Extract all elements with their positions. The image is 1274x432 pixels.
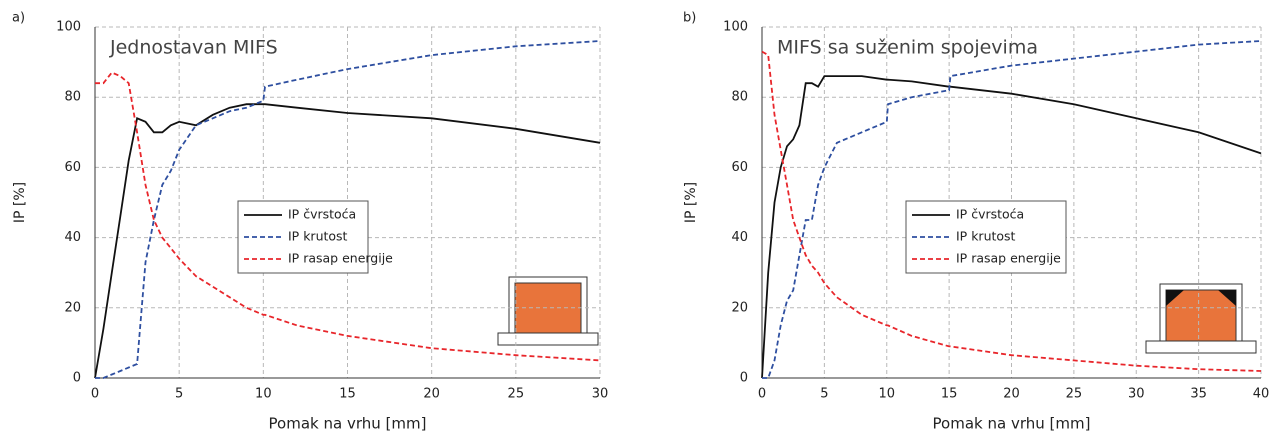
x-tick-label: 15 <box>339 387 356 402</box>
legend-label: IP rasap energije <box>956 251 1061 266</box>
legend-box <box>237 200 369 274</box>
chart-title: MIFS sa suženim spojevima <box>777 37 1038 59</box>
wall-icon <box>1145 283 1257 354</box>
y-axis-label: IP [%] <box>12 182 28 223</box>
series-line <box>761 75 1262 379</box>
y-tick-label: 40 <box>64 230 81 245</box>
y-tick-label: 0 <box>73 371 81 386</box>
x-tick-label: 0 <box>758 387 766 402</box>
series-line <box>95 40 601 379</box>
y-tick-label: 100 <box>56 20 81 35</box>
chart-title: Jednostavan MIFS <box>109 37 278 59</box>
x-axis-label: Pomak na vrhu [mm] <box>269 415 427 432</box>
y-axis-label: IP [%] <box>683 182 699 223</box>
series-line <box>95 71 601 362</box>
x-tick-label: 25 <box>1066 387 1083 402</box>
x-tick-label: 15 <box>941 387 958 402</box>
y-tick-label: 60 <box>64 160 81 175</box>
y-tick-label: 60 <box>731 160 748 175</box>
legend-label: IP čvrstoća <box>288 207 356 222</box>
x-tick-label: 30 <box>592 387 609 402</box>
y-tick-label: 80 <box>731 90 748 105</box>
x-tick-label: 20 <box>1003 387 1020 402</box>
x-tick-label: 10 <box>255 387 272 402</box>
legend-label: IP čvrstoća <box>956 207 1024 222</box>
series-line <box>762 40 1262 379</box>
legend-label: IP rasap energije <box>288 251 393 266</box>
y-tick-label: 20 <box>731 300 748 315</box>
wall-icon <box>497 276 599 346</box>
panel-label: a) <box>12 11 25 26</box>
panel-label: b) <box>683 11 696 26</box>
x-tick-label: 20 <box>423 387 440 402</box>
series-line <box>94 103 601 379</box>
x-tick-label: 5 <box>175 387 183 402</box>
x-tick-label: 30 <box>1128 387 1145 402</box>
x-axis-label: Pomak na vrhu [mm] <box>933 415 1091 432</box>
x-tick-label: 5 <box>820 387 828 402</box>
y-tick-label: 40 <box>731 230 748 245</box>
y-tick-label: 0 <box>740 371 748 386</box>
legend-label: IP krutost <box>288 229 348 244</box>
x-tick-label: 35 <box>1190 387 1207 402</box>
x-tick-label: 0 <box>91 387 99 402</box>
x-tick-label: 40 <box>1253 387 1270 402</box>
x-tick-label: 25 <box>508 387 525 402</box>
x-tick-label: 10 <box>878 387 895 402</box>
y-tick-label: 80 <box>64 90 81 105</box>
legend-label: IP krutost <box>956 229 1016 244</box>
y-tick-label: 20 <box>64 300 81 315</box>
y-tick-label: 100 <box>723 20 748 35</box>
